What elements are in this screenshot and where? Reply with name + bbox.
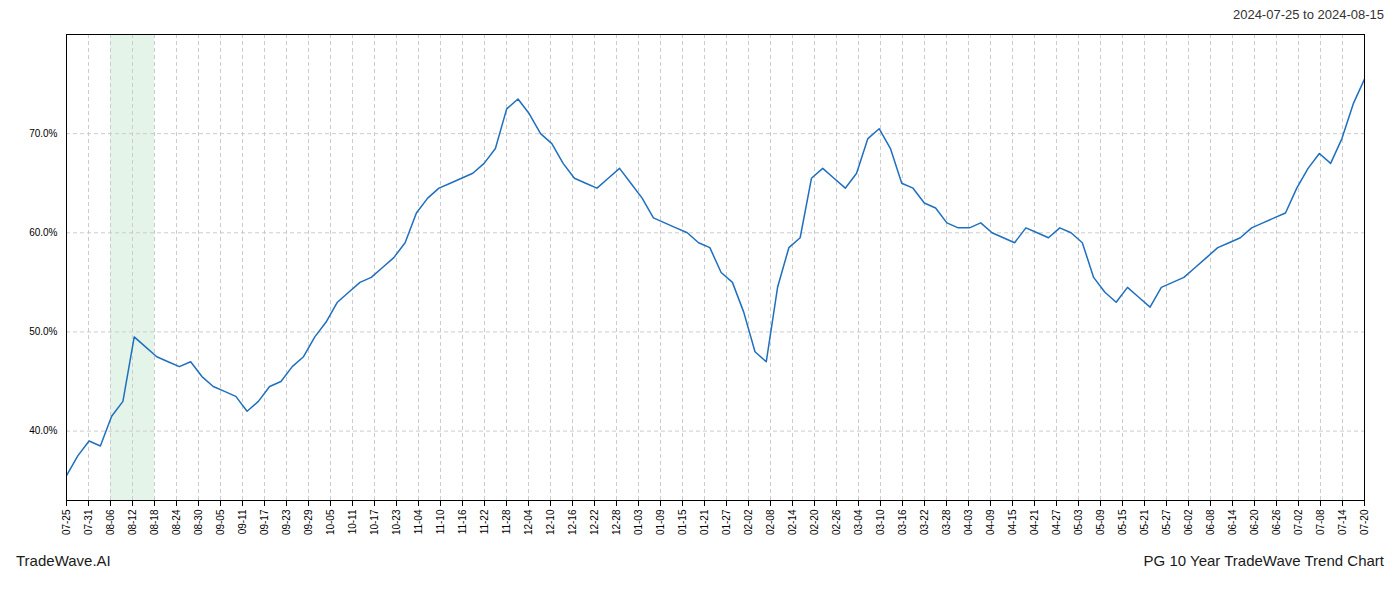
svg-text:02-08: 02-08 — [765, 509, 776, 535]
svg-text:08-12: 08-12 — [127, 509, 138, 535]
svg-text:08-30: 08-30 — [193, 509, 204, 535]
svg-text:11-16: 11-16 — [457, 509, 468, 534]
svg-text:10-05: 10-05 — [325, 509, 336, 535]
svg-text:12-10: 12-10 — [545, 509, 556, 535]
svg-text:04-15: 04-15 — [1007, 509, 1018, 535]
svg-text:70.0%: 70.0% — [29, 128, 57, 139]
svg-text:11-22: 11-22 — [479, 509, 490, 534]
svg-text:09-29: 09-29 — [303, 509, 314, 535]
svg-text:07-25: 07-25 — [61, 509, 72, 535]
svg-text:03-28: 03-28 — [941, 509, 952, 535]
svg-text:05-15: 05-15 — [1117, 509, 1128, 535]
svg-text:03-10: 03-10 — [875, 509, 886, 535]
svg-text:10-11: 10-11 — [347, 509, 358, 534]
svg-text:07-31: 07-31 — [83, 509, 94, 535]
svg-text:07-02: 07-02 — [1293, 509, 1304, 535]
svg-text:06-02: 06-02 — [1183, 509, 1194, 535]
svg-text:09-17: 09-17 — [259, 509, 270, 535]
svg-text:01-15: 01-15 — [677, 509, 688, 535]
svg-text:12-28: 12-28 — [611, 509, 622, 535]
svg-text:03-22: 03-22 — [919, 509, 930, 535]
svg-text:08-24: 08-24 — [171, 509, 182, 535]
svg-text:01-09: 01-09 — [655, 509, 666, 535]
svg-text:08-06: 08-06 — [105, 509, 116, 535]
svg-text:01-03: 01-03 — [633, 509, 644, 535]
svg-text:03-04: 03-04 — [853, 509, 864, 535]
svg-text:11-04: 11-04 — [413, 509, 424, 534]
svg-text:01-27: 01-27 — [721, 509, 732, 535]
svg-text:05-09: 05-09 — [1095, 509, 1106, 535]
svg-text:05-21: 05-21 — [1139, 509, 1150, 535]
svg-text:07-08: 07-08 — [1315, 509, 1326, 535]
svg-text:12-04: 12-04 — [523, 509, 534, 535]
svg-text:03-16: 03-16 — [897, 509, 908, 535]
html-text:2024-07-25 to 2024-08-15: 2024-07-25 to 2024-08-15 — [1232, 7, 1384, 22]
svg-text:10-17: 10-17 — [369, 509, 380, 535]
svg-text:05-03: 05-03 — [1073, 509, 1084, 535]
svg-text:50.0%: 50.0% — [29, 326, 57, 337]
svg-text:01-21: 01-21 — [699, 509, 710, 535]
svg-text:02-20: 02-20 — [809, 509, 820, 535]
svg-text:05-27: 05-27 — [1161, 509, 1172, 535]
svg-text:11-28: 11-28 — [501, 509, 512, 534]
svg-text:04-03: 04-03 — [963, 509, 974, 535]
svg-text:09-05: 09-05 — [215, 509, 226, 535]
svg-text:11-10: 11-10 — [435, 509, 446, 534]
svg-text:09-11: 09-11 — [237, 509, 248, 534]
html-text:TradeWave.AI: TradeWave.AI — [16, 552, 111, 569]
svg-text:04-09: 04-09 — [985, 509, 996, 535]
svg-text:06-08: 06-08 — [1205, 509, 1216, 535]
svg-text:12-16: 12-16 — [567, 509, 578, 535]
svg-text:10-23: 10-23 — [391, 509, 402, 535]
svg-text:07-20: 07-20 — [1359, 509, 1370, 535]
svg-text:02-14: 02-14 — [787, 509, 798, 535]
html-text:PG 10 Year TradeWave Trend Cha: PG 10 Year TradeWave Trend Chart — [1143, 552, 1384, 569]
svg-text:40.0%: 40.0% — [29, 425, 57, 436]
svg-text:60.0%: 60.0% — [29, 227, 57, 238]
svg-text:06-26: 06-26 — [1271, 509, 1282, 535]
svg-text:06-14: 06-14 — [1227, 509, 1238, 535]
svg-text:02-02: 02-02 — [743, 509, 754, 535]
svg-text:07-14: 07-14 — [1337, 509, 1348, 535]
svg-text:04-27: 04-27 — [1051, 509, 1062, 535]
svg-text:09-23: 09-23 — [281, 509, 292, 535]
svg-text:06-20: 06-20 — [1249, 509, 1260, 535]
svg-text:08-18: 08-18 — [149, 509, 160, 535]
svg-text:02-26: 02-26 — [831, 509, 842, 535]
svg-text:04-21: 04-21 — [1029, 509, 1040, 535]
svg-text:12-22: 12-22 — [589, 509, 600, 535]
